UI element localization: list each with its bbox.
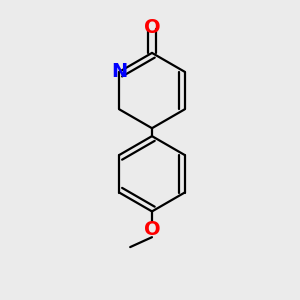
Text: N: N <box>111 62 128 81</box>
Text: O: O <box>144 18 160 37</box>
Text: O: O <box>144 220 160 239</box>
